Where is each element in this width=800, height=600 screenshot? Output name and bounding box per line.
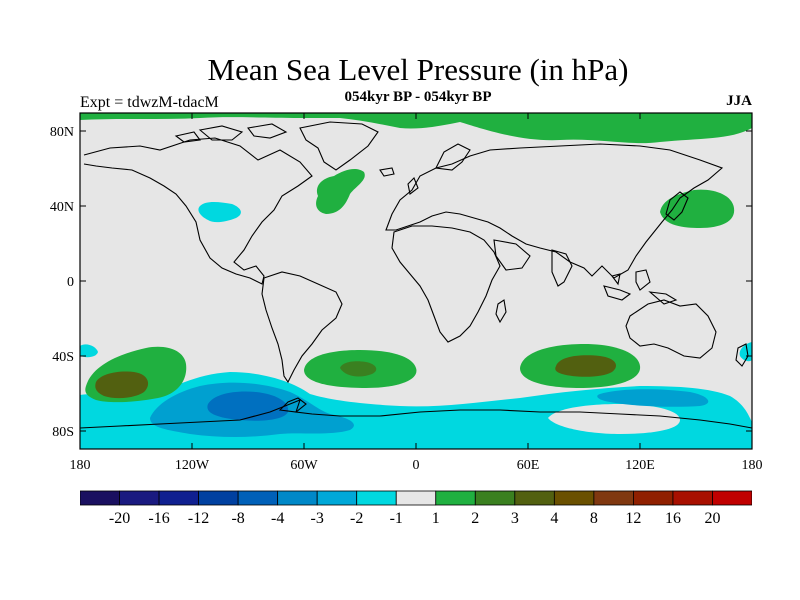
coastline-africa <box>391 225 501 343</box>
legend-swatch <box>277 490 318 506</box>
legend-swatch <box>553 490 595 506</box>
legend-swatch <box>316 490 358 506</box>
lon-tick-label: 60W <box>290 458 318 473</box>
legend-label: 3 <box>511 510 519 527</box>
legend-label: 4 <box>550 510 558 527</box>
coastline-australia <box>625 299 717 359</box>
contour-region-south-pacific-strong-negative <box>207 391 289 421</box>
lon-tick-label: 120W <box>175 458 210 473</box>
contour-region-arctic-positive <box>80 113 752 144</box>
color-legend: -20 -16 -12 -8 -4 -3 -2 -1 1 2 3 4 8 12 16 20 <box>80 490 752 527</box>
contour-region-south-indian-moderate-negative <box>597 389 709 407</box>
lon-tick-label: 120E <box>625 458 655 473</box>
legend-label: -8 <box>231 510 244 527</box>
legend-swatch <box>672 490 713 506</box>
coastline-scandinavia <box>435 143 471 171</box>
contour-region-south-atlantic-strong-positive <box>340 361 377 377</box>
legend-label: 20 <box>704 510 720 527</box>
legend-swatch <box>633 490 674 506</box>
legend-swatch <box>198 490 239 506</box>
lat-tick-label: 40N <box>50 200 74 215</box>
contour-region-north-atlantic-positive <box>316 169 365 214</box>
coastline-british-isles <box>407 177 419 195</box>
contour-region-north-america-negative <box>198 202 241 223</box>
legend-swatch <box>80 490 120 506</box>
legend-swatch <box>119 490 160 506</box>
coastline-greenland <box>299 121 379 171</box>
coastlines <box>80 121 752 429</box>
lon-tick-label: 180 <box>742 458 763 473</box>
legend-label: 1 <box>432 510 440 527</box>
legend-swatch <box>435 490 476 506</box>
tick-marks <box>79 113 753 449</box>
legend-label: -12 <box>188 510 209 527</box>
legend-swatch <box>158 490 199 506</box>
legend-swatch <box>395 490 437 506</box>
lon-tick-label: 60E <box>517 458 540 473</box>
coastline-north-america <box>83 137 313 285</box>
legend-label: -16 <box>148 510 169 527</box>
legend-label: 16 <box>665 510 681 527</box>
lon-tick-label: 0 <box>413 458 420 473</box>
legend-label: -3 <box>311 510 324 527</box>
coastline-madagascar <box>495 299 507 324</box>
coastline-arctic-islands <box>174 123 288 143</box>
map-title: Mean Sea Level Pressure (in hPa) <box>207 52 629 87</box>
map-subtitle: 054kyr BP - 054kyr BP <box>344 89 492 105</box>
coastline-india <box>551 249 573 287</box>
coastline-maritime-asia <box>603 269 678 305</box>
legend-label: 2 <box>471 510 479 527</box>
legend-swatch <box>514 490 555 506</box>
legend-label: -2 <box>350 510 363 527</box>
legend-label: -4 <box>271 510 284 527</box>
legend-swatch <box>593 490 634 506</box>
legend-swatch <box>712 490 752 506</box>
contour-region-south-pacific-strong-positive <box>95 371 149 399</box>
coastline-antarctica <box>80 399 752 429</box>
lat-tick-label: 80S <box>52 425 74 440</box>
coastline-arabia <box>493 239 531 271</box>
coastline-new-zealand <box>735 343 749 367</box>
coastline-antarctic-peninsula <box>278 397 307 413</box>
legend-swatch <box>474 490 516 506</box>
coastline-japan <box>665 191 689 221</box>
lat-tick-label: 0 <box>67 275 74 290</box>
legend-label: 8 <box>590 510 598 527</box>
lat-tick-label: 40S <box>52 350 74 365</box>
experiment-label: Expt = tdwzM-tdacM <box>80 94 219 111</box>
contour-region-south-indian-strong-positive <box>555 355 616 377</box>
legend-swatch <box>356 490 397 506</box>
lon-tick-label: 180 <box>70 458 91 473</box>
contour-region-west-pacific-negative <box>80 344 98 358</box>
legend-label: 12 <box>625 510 641 527</box>
season-label: JJA <box>726 93 752 109</box>
coastline-south-america <box>261 271 343 384</box>
coastline-iceland <box>379 167 395 177</box>
coastline-eurasia <box>385 143 724 279</box>
legend-swatch <box>237 490 279 506</box>
legend-label: -20 <box>109 510 130 527</box>
legend-label: -1 <box>390 510 403 527</box>
lat-tick-label: 80N <box>50 125 74 140</box>
